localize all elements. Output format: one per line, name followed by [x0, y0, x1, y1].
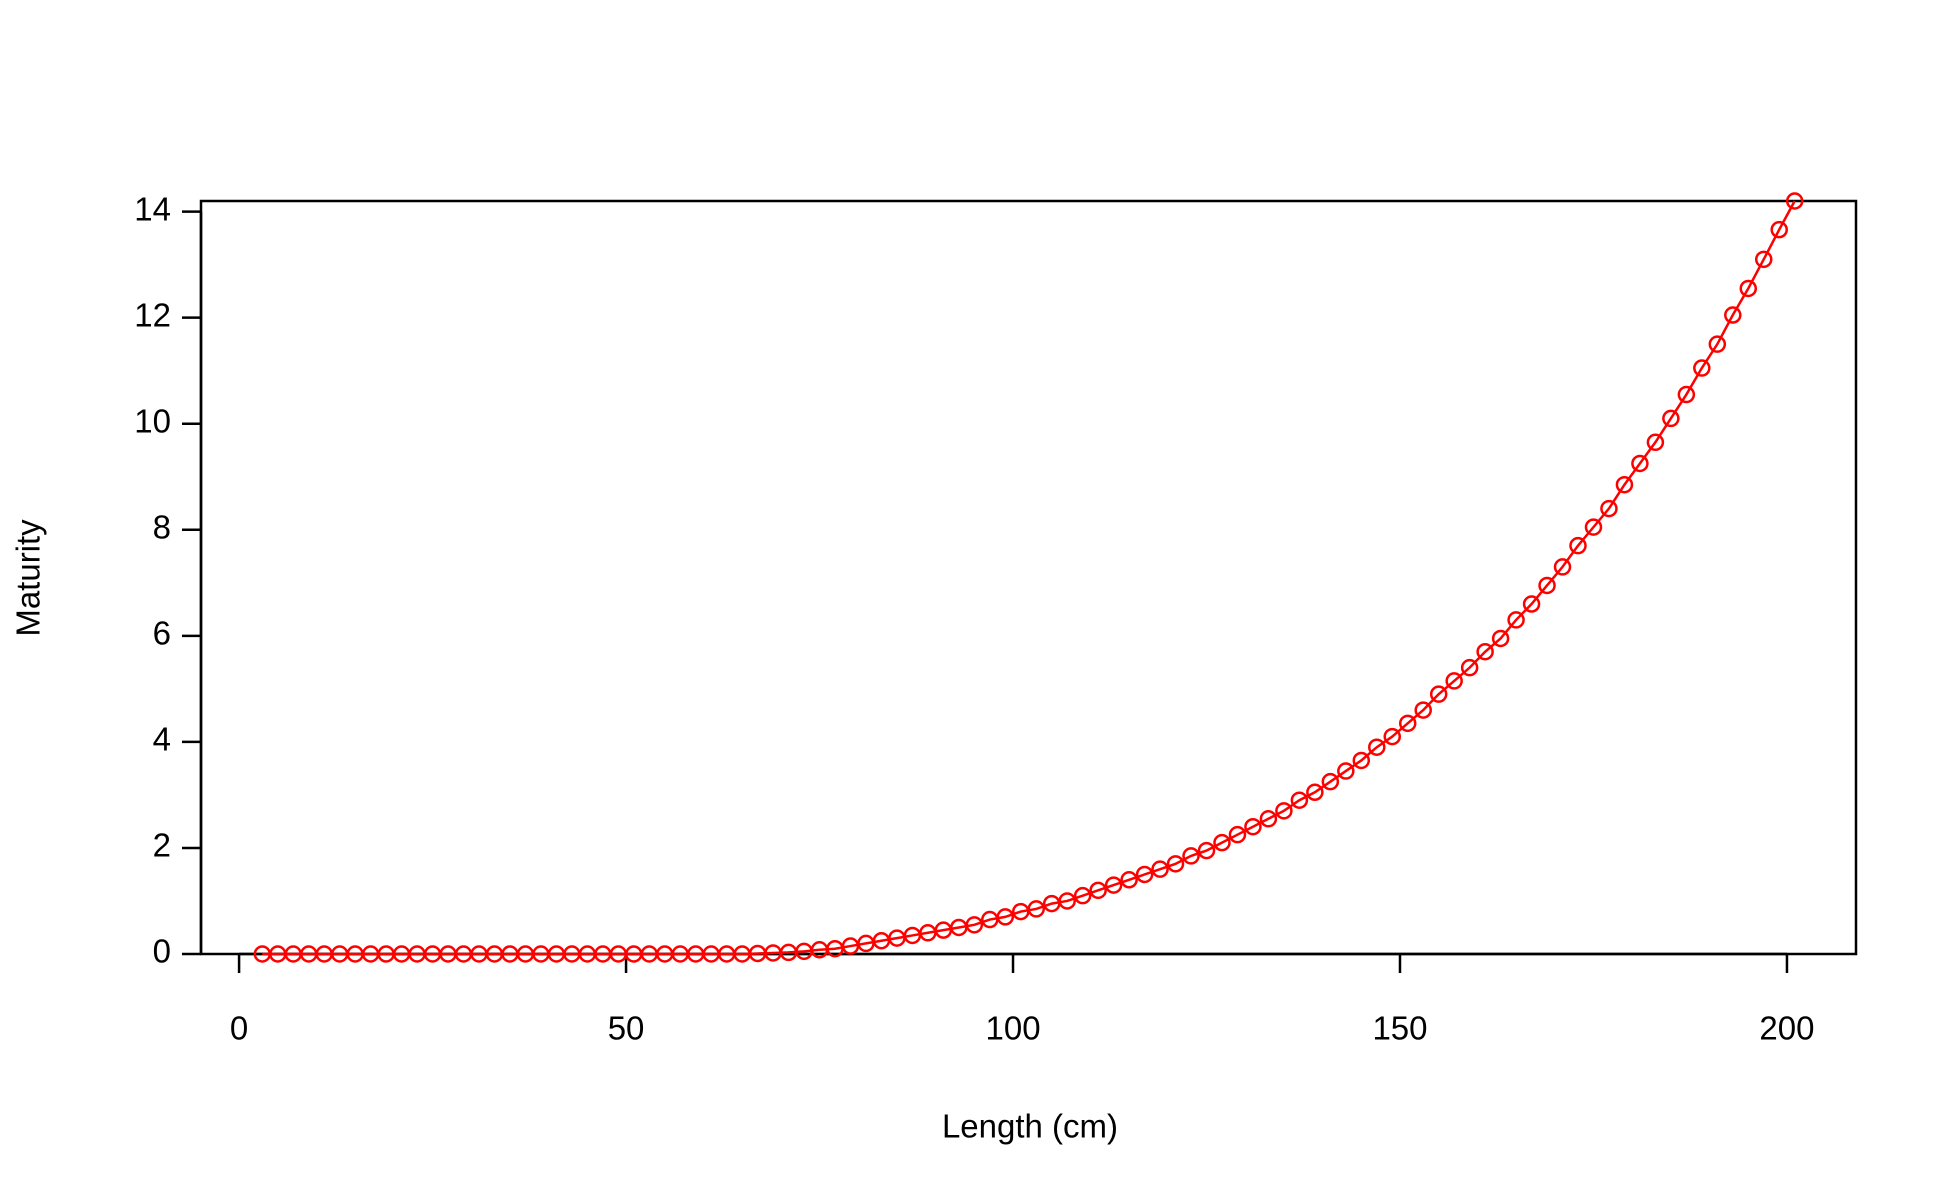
x-tick-label: 200	[1759, 1010, 1814, 1047]
data-point	[1337, 762, 1355, 780]
data-point	[1507, 611, 1525, 629]
data-point	[1228, 825, 1247, 844]
data-point	[1275, 802, 1293, 820]
data-point	[1677, 385, 1696, 404]
data-point	[1368, 738, 1386, 756]
data-point	[1662, 409, 1680, 428]
data-point	[1708, 335, 1727, 353]
data-line	[262, 200, 1796, 956]
data-point	[1027, 900, 1045, 918]
data-point	[1693, 359, 1711, 377]
data-point	[1244, 817, 1262, 836]
data-point	[965, 916, 984, 934]
data-point	[1166, 855, 1185, 873]
data-point	[1569, 536, 1587, 555]
data-point	[1089, 881, 1107, 900]
data-point	[1151, 860, 1169, 878]
data-point	[1398, 714, 1417, 733]
data-point	[1321, 772, 1340, 791]
y-tick-label: 2	[153, 827, 171, 864]
x-tick-label: 100	[985, 1010, 1040, 1047]
data-point	[1724, 306, 1742, 324]
x-tick-label: 150	[1372, 1010, 1427, 1047]
data-point	[1615, 475, 1634, 494]
y-tick-label: 10	[134, 402, 171, 439]
data-point	[1135, 865, 1154, 884]
data-point	[1429, 685, 1448, 703]
y-tick-label: 12	[134, 296, 171, 333]
data-point	[1522, 595, 1541, 613]
data-point	[1073, 886, 1092, 905]
data-point	[1600, 499, 1618, 518]
data-point	[1631, 454, 1649, 473]
data-point	[1460, 658, 1479, 677]
data-point	[1553, 558, 1572, 576]
data-point	[1352, 751, 1371, 770]
data-point	[1476, 642, 1494, 661]
data-point	[1445, 672, 1463, 690]
data-point	[1104, 876, 1123, 894]
data-point	[1259, 810, 1278, 828]
x-tick-label: 50	[608, 1010, 645, 1047]
plot-box	[199, 199, 1858, 956]
y-tick-label: 14	[134, 190, 171, 227]
data-point	[1197, 841, 1216, 860]
data-point	[1770, 220, 1788, 239]
data-point	[1538, 576, 1556, 595]
data-point	[1646, 433, 1665, 452]
x-axis-label: Length (cm)	[942, 1108, 1118, 1145]
data-point	[1414, 701, 1432, 719]
data-point	[996, 908, 1015, 926]
x-tick-label: 0	[230, 1010, 248, 1047]
data-point	[1120, 871, 1138, 889]
data-point	[1754, 250, 1773, 269]
y-tick-label: 0	[153, 933, 171, 970]
y-axis-label: Maturity	[10, 519, 47, 637]
data-point	[1739, 279, 1758, 298]
data-point	[1785, 192, 1804, 210]
data-point	[1290, 791, 1309, 809]
data-point	[1182, 847, 1200, 865]
data-point	[1584, 518, 1603, 536]
y-tick-label: 8	[153, 508, 171, 545]
y-tick-label: 4	[153, 721, 171, 758]
data-point	[1058, 892, 1076, 910]
data-point	[1213, 833, 1231, 852]
y-tick-label: 6	[153, 615, 171, 652]
data-point	[1306, 783, 1324, 802]
data-point	[1383, 727, 1402, 746]
data-point	[1491, 629, 1510, 648]
